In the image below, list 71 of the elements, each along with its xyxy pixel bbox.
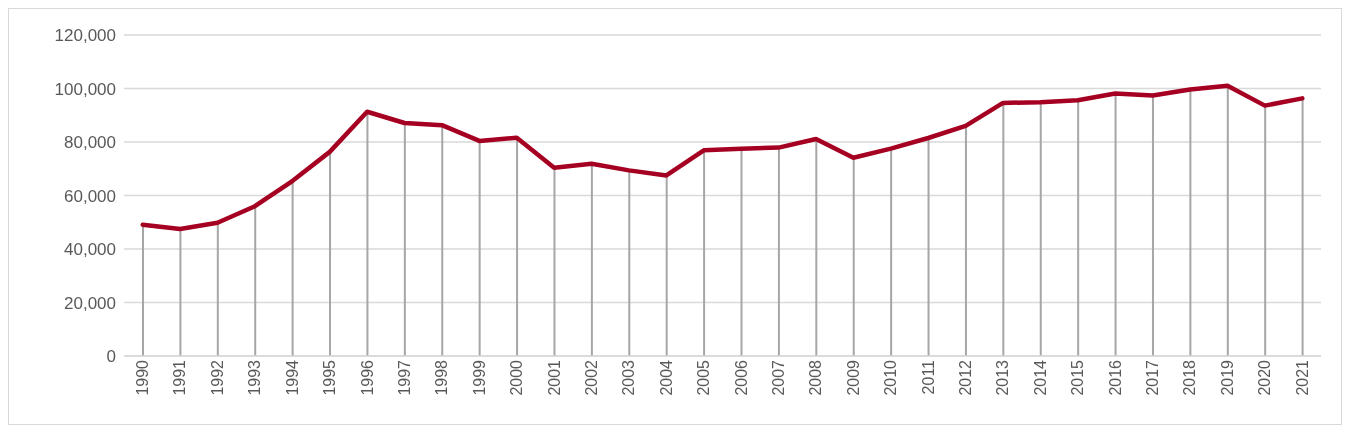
x-tick-label: 2021 — [1293, 359, 1311, 396]
bar — [590, 163, 593, 356]
bar — [927, 137, 930, 356]
bar — [216, 222, 219, 356]
x-tick-label: 1995 — [321, 359, 339, 396]
bar — [665, 175, 668, 356]
x-tick-label: 2004 — [657, 359, 675, 396]
x-tick-label: 1990 — [134, 359, 152, 396]
x-tick-label: 1993 — [246, 359, 264, 396]
x-tick-label: 1994 — [283, 359, 301, 396]
bar — [516, 137, 519, 356]
y-tick-label: 120,000 — [54, 26, 116, 46]
bar — [441, 125, 444, 356]
bar — [815, 139, 818, 356]
bar — [1301, 98, 1304, 356]
y-tick-label: 0 — [106, 347, 116, 367]
x-tick-label: 2018 — [1181, 359, 1199, 396]
x-tick-label: 2006 — [732, 359, 750, 396]
x-tick-label: 1996 — [358, 359, 376, 396]
x-tick-label: 1991 — [171, 359, 189, 396]
x-tick-label: 2013 — [994, 359, 1012, 396]
x-tick-label: 2008 — [807, 359, 825, 396]
x-tick-label: 1998 — [433, 359, 451, 396]
bar — [1077, 100, 1080, 356]
x-tick-label: 2020 — [1256, 359, 1274, 396]
bar — [1189, 89, 1192, 356]
y-tick-label: 100,000 — [54, 79, 116, 99]
bar — [890, 148, 893, 356]
bar — [179, 228, 182, 356]
x-tick-label: 2000 — [508, 359, 526, 396]
y-tick-label: 60,000 — [64, 186, 116, 206]
x-tick-label: 2016 — [1106, 359, 1124, 396]
bar — [291, 181, 294, 356]
bar — [1039, 102, 1042, 356]
y-tick-label: 40,000 — [64, 240, 116, 260]
x-tick-label: 2007 — [769, 359, 787, 396]
bar — [1264, 105, 1267, 356]
bar — [628, 170, 631, 356]
bar — [142, 224, 144, 356]
x-tick-label: 1992 — [208, 359, 226, 396]
x-tick-label: 2019 — [1218, 359, 1236, 396]
bar — [852, 157, 855, 356]
y-tick-label: 20,000 — [64, 293, 116, 313]
bar — [1151, 95, 1154, 356]
x-tick-label: 2005 — [695, 359, 713, 396]
x-tick-label: 2010 — [882, 359, 900, 396]
x-tick-label: 2014 — [1031, 359, 1049, 396]
bar — [403, 123, 406, 356]
x-tick-label: 2012 — [957, 359, 974, 396]
x-tick-label: 1999 — [470, 359, 488, 396]
x-tick-label: 2001 — [545, 359, 563, 396]
bar — [329, 151, 332, 356]
bar — [553, 167, 556, 356]
bar — [964, 125, 967, 356]
bar — [703, 150, 706, 356]
line-series — [140, 83, 1305, 232]
x-tick-label: 2015 — [1069, 359, 1087, 396]
x-tick-label: 2009 — [844, 359, 862, 396]
y-tick-label: 80,000 — [64, 133, 116, 153]
bar — [1114, 93, 1117, 356]
bar — [777, 147, 780, 356]
x-tick-label: 2017 — [1144, 359, 1162, 396]
x-tick-label: 2011 — [919, 359, 937, 395]
bar — [1002, 102, 1005, 356]
bar — [740, 148, 743, 356]
bar — [478, 140, 481, 356]
bar — [1226, 85, 1229, 356]
x-tick-label: 2003 — [620, 359, 638, 396]
x-tick-label: 2002 — [582, 359, 600, 396]
bar — [254, 206, 257, 356]
x-tick-label: 1997 — [395, 359, 413, 396]
